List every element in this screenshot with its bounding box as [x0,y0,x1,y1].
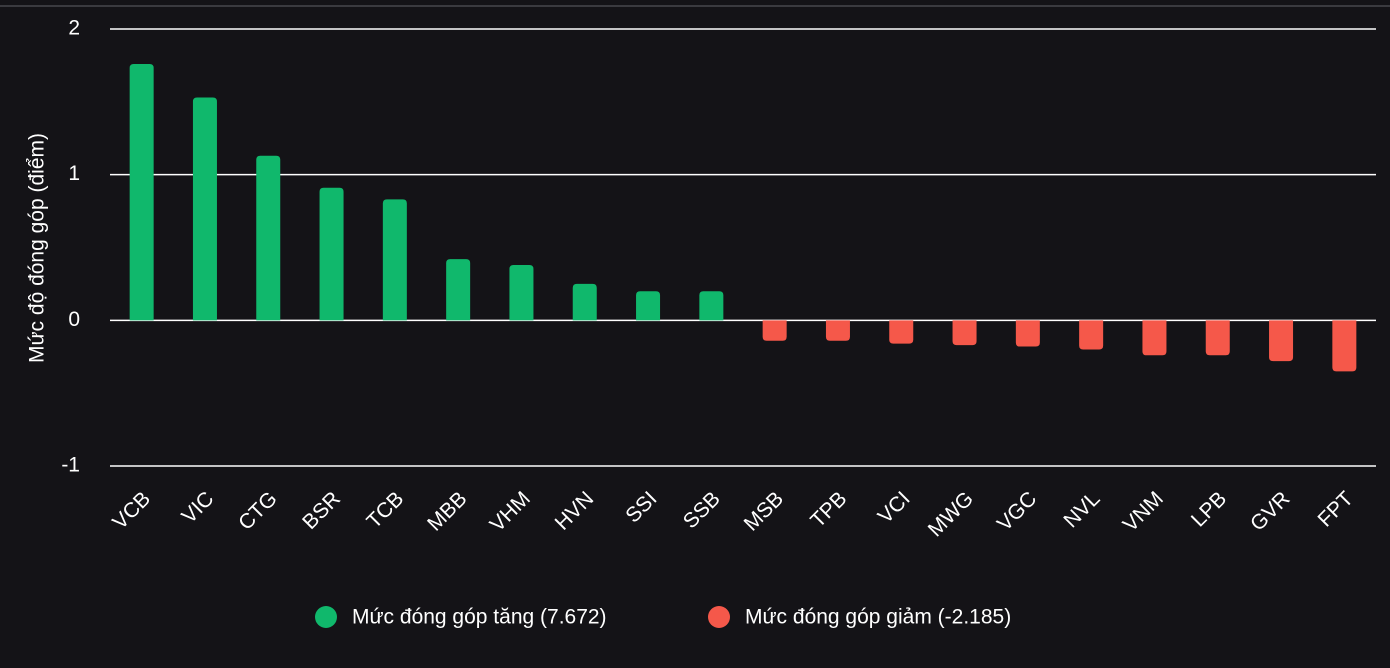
bar [825,320,850,341]
y-axis-label: Mức độ đóng góp (điểm) [26,133,49,363]
y-tick-label: 1 [68,162,80,185]
bar [889,320,914,344]
bar [446,259,471,321]
y-tick-label: 2 [68,17,80,40]
y-tick-label: 0 [68,308,80,331]
bar [382,199,407,321]
bar [699,291,724,321]
legend: Mức đóng góp tăng (7.672) Mức đóng góp gi… [315,606,1011,629]
bar [762,320,787,341]
legend-marker [708,606,730,628]
y-tick-label: -1 [61,454,80,477]
bar [952,320,977,346]
bar [1205,320,1230,356]
legend-marker [315,606,337,628]
bar [509,264,534,321]
bar [1142,320,1167,356]
bar [192,97,217,321]
bar [256,155,281,321]
bar [1015,320,1040,347]
bar [129,63,154,321]
bar [1079,320,1104,350]
bar [319,187,344,321]
bar [1269,320,1294,362]
bar [1332,320,1357,372]
legend-label: Mức đóng góp giảm (-2.185) [745,606,1011,629]
bar [636,291,661,321]
bar [572,283,597,321]
legend-label: Mức đóng góp tăng (7.672) [352,606,607,629]
